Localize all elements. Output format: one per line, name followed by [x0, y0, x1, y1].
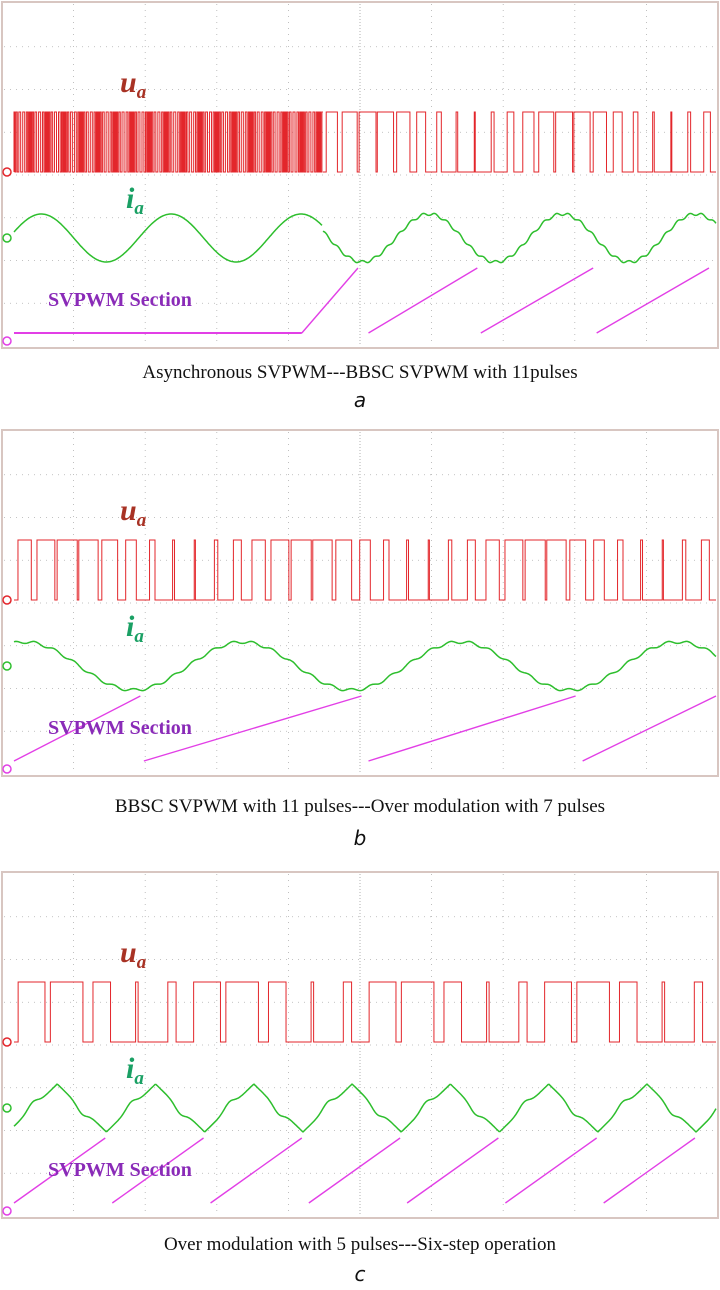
svpwm-section-label: SVPWM Section	[48, 1159, 192, 1181]
channel-marker-3	[2, 764, 12, 774]
ia-label: ia	[126, 1052, 144, 1089]
channel-marker-2	[2, 661, 12, 671]
channel-marker-1	[2, 167, 12, 177]
svpwm-section-label: SVPWM Section	[48, 717, 192, 739]
scope-plot-b: ua ia SVPWM Section	[1, 429, 719, 777]
section-ramp	[480, 267, 594, 334]
ia-waveform-segment	[13, 1083, 717, 1133]
ia-waveform-segment	[322, 212, 717, 264]
section-ramp	[368, 695, 576, 762]
ua-waveform	[14, 981, 716, 1043]
scope-grid	[4, 874, 716, 1216]
section-ramp	[406, 1137, 499, 1204]
scope-plot-a: ua ia SVPWM Section	[1, 1, 719, 349]
scope-panel-b: ua ia SVPWM Section	[0, 428, 720, 780]
panel-letter-c: c	[354, 1262, 366, 1286]
panel-letter-a: a	[353, 388, 367, 412]
section-ramp	[308, 1137, 401, 1204]
section-ramp	[13, 695, 141, 762]
section-ramp	[368, 267, 478, 334]
channel-marker-3	[2, 336, 12, 346]
channel-marker-1	[2, 595, 12, 605]
section-ramp	[143, 695, 362, 762]
section-ramp	[582, 695, 717, 762]
scope-grid	[4, 4, 716, 346]
caption-a: Asynchronous SVPWM---BBSC SVPWM with 11p…	[142, 362, 578, 383]
scope-panel-c: ua ia SVPWM Section	[0, 870, 720, 1222]
ia-label: ia	[126, 610, 144, 647]
channel-marker-2	[2, 1103, 12, 1113]
scope-frame	[1, 429, 719, 777]
section-ramp	[301, 267, 359, 334]
ia-waveform-segment	[13, 640, 717, 692]
scope-frame	[1, 871, 719, 1219]
ua-waveform	[14, 539, 716, 601]
ua-waveform	[13, 111, 716, 173]
channel-marker-3	[2, 1206, 12, 1216]
ua-label: ua	[120, 66, 147, 103]
scope-grid	[4, 432, 716, 774]
caption-b: BBSC SVPWM with 11 pulses---Over modulat…	[114, 796, 606, 817]
section-ramp	[596, 267, 710, 334]
scope-panel-a: ua ia SVPWM Section	[0, 0, 720, 352]
section-ramp	[504, 1137, 598, 1204]
ua-label: ua	[120, 494, 147, 531]
section-ramp	[210, 1137, 303, 1204]
section-ramp	[13, 1137, 106, 1204]
channel-marker-2	[2, 233, 12, 243]
channel-marker-1	[2, 1037, 12, 1047]
section-ramp	[111, 1137, 204, 1204]
ia-waveform-segment	[13, 213, 323, 263]
ia-label: ia	[126, 182, 144, 219]
caption-c: Over modulation with 5 pulses---Six-step…	[163, 1234, 557, 1255]
scope-frame	[1, 1, 719, 349]
ua-label: ua	[120, 936, 147, 973]
svpwm-section-label: SVPWM Section	[48, 289, 192, 311]
scope-plot-c: ua ia SVPWM Section	[1, 871, 719, 1219]
section-ramp	[603, 1137, 696, 1204]
panel-letter-b: b	[353, 826, 367, 850]
